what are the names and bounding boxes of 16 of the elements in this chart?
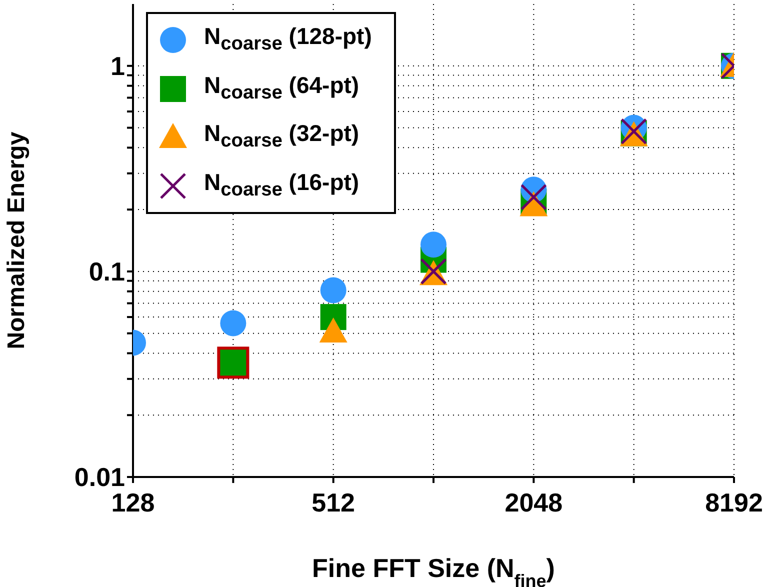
legend-label: N$_{coarse}$ (128-pt): [204, 22, 372, 57]
x-axis-title: Fine FFT Size (N$_{fine}$): [312, 553, 555, 587]
x-tick-label: 512: [312, 487, 356, 518]
y-tick-label: 0.1: [88, 256, 125, 287]
legend-label: N$_{coarse}$ (32-pt): [204, 119, 360, 154]
point: [520, 184, 547, 210]
x-tick-label: 2048: [504, 487, 563, 518]
point: [320, 277, 346, 304]
point: [220, 310, 246, 336]
legend-label: N$_{coarse}$ (64-pt): [204, 70, 360, 106]
legend-label: N$_{coarse}$ (16-pt): [204, 168, 360, 202]
point: [420, 232, 446, 258]
y-axis-title: Normalized Energy: [3, 131, 30, 350]
y-tick-label: 1: [110, 51, 125, 82]
x-tick-label: 8192: [705, 487, 763, 518]
point: [319, 318, 348, 343]
